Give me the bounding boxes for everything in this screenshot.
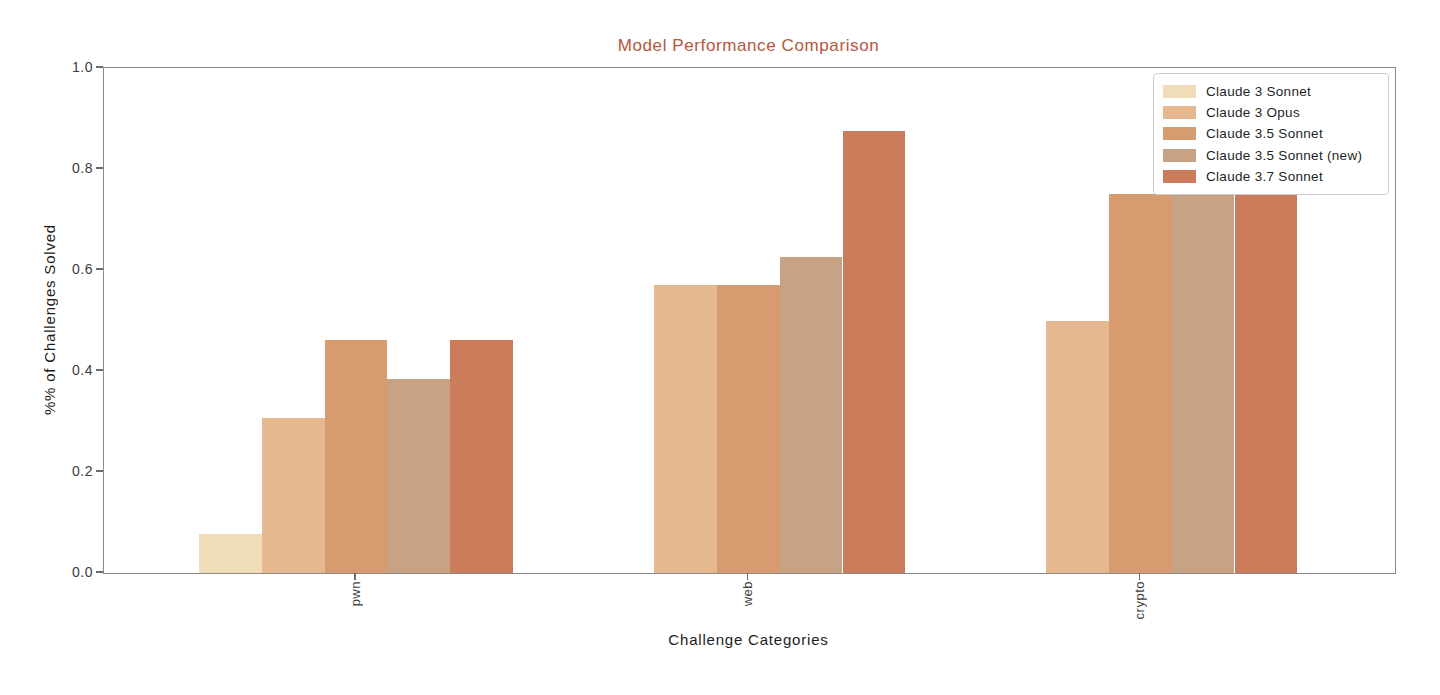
y-tick-mark <box>96 369 103 371</box>
x-tick-label-text: web <box>740 581 755 606</box>
y-tick-mark <box>96 470 103 472</box>
legend-swatch-icon <box>1163 106 1196 119</box>
bar-pwn-claude-3-opus <box>262 418 325 574</box>
x-tick-label-web: web <box>697 581 797 691</box>
legend-label: Claude 3.7 Sonnet <box>1206 169 1323 184</box>
legend-label: Claude 3 Opus <box>1206 105 1300 120</box>
legend-swatch-icon <box>1163 149 1196 162</box>
legend-item-claude-3-5-sonnet: Claude 3.5 Sonnet <box>1163 123 1379 144</box>
legend-item-claude-3-7-sonnet: Claude 3.7 Sonnet <box>1163 166 1379 187</box>
x-tick-mark <box>1139 573 1141 580</box>
y-tick-label: 0.8 <box>38 159 93 177</box>
x-tick-label-text: crypto <box>1132 581 1147 619</box>
y-tick-label: 0.4 <box>38 361 93 379</box>
bar-web-claude-3-opus <box>654 285 717 573</box>
x-tick-label-crypto: crypto <box>1089 581 1189 691</box>
x-tick-mark <box>354 573 356 580</box>
y-tick-mark <box>96 268 103 270</box>
legend-label: Claude 3 Sonnet <box>1206 84 1311 99</box>
legend: Claude 3 Sonnet Claude 3 Opus Claude 3.5 S… <box>1153 73 1389 195</box>
y-tick-mark <box>96 571 103 573</box>
legend-label: Claude 3.5 Sonnet <box>1206 126 1323 141</box>
legend-item-claude-3-sonnet: Claude 3 Sonnet <box>1163 81 1379 102</box>
bar-web-claude-3-7-sonnet <box>843 131 906 573</box>
bar-crypto-claude-3-opus <box>1046 321 1109 574</box>
legend-swatch-icon <box>1163 85 1196 98</box>
x-tick-label-text: pwn <box>348 581 363 606</box>
bar-crypto-claude-3-5-sonnet-new <box>1172 194 1235 573</box>
chart-title: Model Performance Comparison <box>103 36 1394 56</box>
bar-pwn-claude-3-sonnet <box>199 534 262 573</box>
legend-swatch-icon <box>1163 127 1196 140</box>
y-tick-label: 0.6 <box>38 260 93 278</box>
legend-swatch-icon <box>1163 170 1196 183</box>
y-tick-label: 1.0 <box>38 58 93 76</box>
legend-item-claude-3-opus: Claude 3 Opus <box>1163 102 1379 123</box>
y-tick-label: 0.0 <box>38 563 93 581</box>
y-axis-label: %% of Challenges Solved <box>41 224 58 415</box>
y-tick-mark <box>96 66 103 68</box>
x-tick-label-pwn: pwn <box>305 581 405 691</box>
legend-item-claude-3-5-sonnet-new: Claude 3.5 Sonnet (new) <box>1163 145 1379 166</box>
x-tick-mark <box>747 573 749 580</box>
bar-pwn-claude-3-7-sonnet <box>450 340 513 573</box>
chart-figure: Model Performance Comparison %% of Chall… <box>0 0 1440 695</box>
bar-web-claude-3-5-sonnet <box>717 285 780 573</box>
legend-label: Claude 3.5 Sonnet (new) <box>1206 148 1362 163</box>
y-tick-label: 0.2 <box>38 462 93 480</box>
y-tick-mark <box>96 167 103 169</box>
bar-web-claude-3-5-sonnet-new <box>780 257 843 573</box>
y-axis-label-container: %% of Challenges Solved <box>36 67 62 572</box>
bar-crypto-claude-3-5-sonnet <box>1109 194 1172 573</box>
bar-pwn-claude-3-5-sonnet-new <box>387 379 450 573</box>
bar-pwn-claude-3-5-sonnet <box>325 340 388 573</box>
bar-crypto-claude-3-7-sonnet <box>1235 194 1298 573</box>
